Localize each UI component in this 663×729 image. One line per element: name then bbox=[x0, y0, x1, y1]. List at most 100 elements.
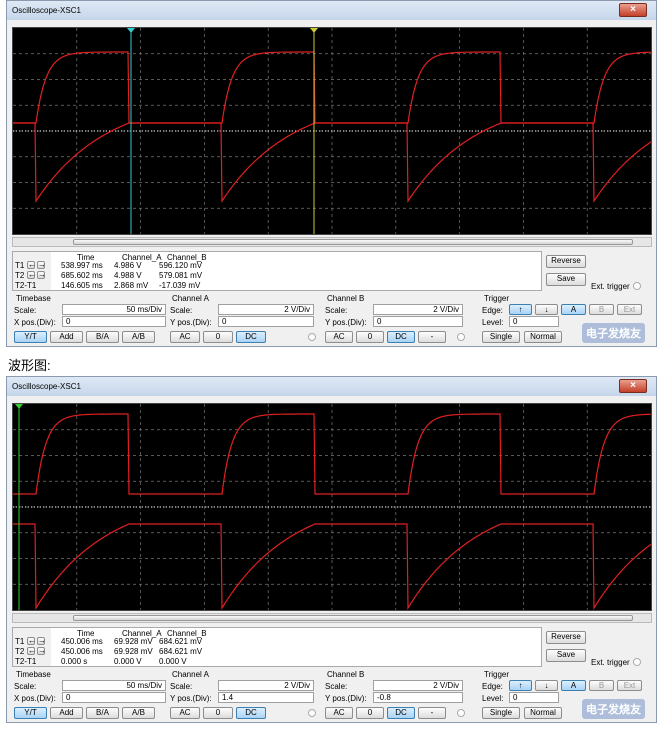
pos-input[interactable]: 1.4 bbox=[218, 692, 314, 703]
radio[interactable] bbox=[457, 709, 465, 717]
edge-fall[interactable]: ↓ bbox=[535, 304, 558, 315]
reverse-button[interactable]: Reverse bbox=[546, 255, 586, 268]
source-button[interactable]: Ext bbox=[617, 304, 642, 315]
edge-fall[interactable]: ↓ bbox=[535, 680, 558, 691]
mode-button[interactable]: AC bbox=[325, 331, 353, 343]
mode-button[interactable]: DC bbox=[236, 707, 266, 719]
close-button[interactable]: × bbox=[619, 379, 647, 393]
scale-label: Scale: bbox=[14, 306, 37, 315]
mode-button[interactable]: A/B bbox=[122, 707, 155, 719]
mode-button[interactable]: B/A bbox=[86, 331, 119, 343]
trigger-mode[interactable]: Normal bbox=[524, 331, 562, 343]
mode-button[interactable]: - bbox=[418, 707, 446, 719]
source-button[interactable]: A bbox=[561, 304, 586, 315]
mode-button[interactable]: 0 bbox=[203, 331, 233, 343]
cursor-left[interactable]: ← bbox=[27, 260, 36, 269]
mode-button[interactable]: Add bbox=[50, 707, 83, 719]
row-label: T1 bbox=[15, 261, 25, 270]
radio[interactable] bbox=[308, 333, 316, 341]
mode-button[interactable]: A/B bbox=[122, 331, 155, 343]
save-button[interactable]: Save bbox=[546, 273, 586, 286]
oscilloscope-window: Oscilloscope-XSC1 × Time Channel_A Channel_B… bbox=[6, 376, 657, 723]
readout-panel: Time Channel_A Channel_B T1 ← → 538.997 ms 4.98… bbox=[12, 251, 542, 291]
level-input[interactable]: 0 bbox=[509, 692, 559, 703]
mode-button[interactable]: 0 bbox=[356, 331, 384, 343]
pos-input[interactable]: 0 bbox=[373, 316, 463, 327]
save-button[interactable]: Save bbox=[546, 649, 586, 662]
readout-value: 684.621 mV bbox=[159, 637, 203, 646]
mode-button[interactable]: Y/T bbox=[14, 707, 47, 719]
mode-button[interactable]: AC bbox=[170, 331, 200, 343]
scale-input[interactable]: 50 ms/Div bbox=[62, 304, 166, 315]
mode-button[interactable]: DC bbox=[387, 331, 415, 343]
mode-button[interactable]: 0 bbox=[356, 707, 384, 719]
cursor-marker bbox=[15, 404, 23, 409]
column-header: Channel_A bbox=[122, 253, 162, 262]
mode-button[interactable]: DC bbox=[387, 707, 415, 719]
scale-input[interactable]: 2 V/Div bbox=[218, 680, 314, 691]
mode-button[interactable]: AC bbox=[170, 707, 200, 719]
mode-button[interactable]: - bbox=[418, 331, 446, 343]
edge-rise[interactable]: ↑ bbox=[509, 680, 532, 691]
scroll-thumb[interactable] bbox=[73, 239, 633, 245]
caption: 波形图: bbox=[8, 358, 51, 373]
cursor-left[interactable]: ← bbox=[27, 646, 36, 655]
scale-input[interactable]: 2 V/Div bbox=[373, 304, 463, 315]
trigger-mode[interactable]: Single bbox=[482, 331, 520, 343]
scale-input[interactable]: 2 V/Div bbox=[373, 680, 463, 691]
group-title: Channel A bbox=[172, 670, 209, 679]
mode-button[interactable]: Y/T bbox=[14, 331, 47, 343]
cursor-right[interactable]: → bbox=[37, 270, 46, 279]
readout-value: 579.081 mV bbox=[159, 271, 203, 280]
pos-label: Y pos.(Div): bbox=[325, 318, 367, 327]
pos-input[interactable]: 0 bbox=[218, 316, 314, 327]
radio[interactable] bbox=[457, 333, 465, 341]
trigger-mode[interactable]: Single bbox=[482, 707, 520, 719]
cursor-right[interactable]: → bbox=[37, 636, 46, 645]
group-title: Channel B bbox=[327, 294, 365, 303]
ext-trigger-radio[interactable] bbox=[633, 282, 641, 290]
level-label: Level: bbox=[482, 694, 504, 703]
cursor-right[interactable]: → bbox=[37, 646, 46, 655]
scroll-thumb[interactable] bbox=[73, 615, 633, 621]
edge-label: Edge: bbox=[482, 682, 503, 691]
source-button[interactable]: A bbox=[561, 680, 586, 691]
readout-value: -17.039 mV bbox=[159, 281, 201, 290]
close-button[interactable]: × bbox=[619, 3, 647, 17]
ext-trigger-radio[interactable] bbox=[633, 658, 641, 666]
column-header: Channel_A bbox=[122, 629, 162, 638]
pos-input[interactable]: 0 bbox=[62, 316, 166, 327]
readout-value: 450.006 ms bbox=[61, 647, 103, 656]
mode-button[interactable]: DC bbox=[236, 331, 266, 343]
cursor-right[interactable]: → bbox=[37, 260, 46, 269]
trace-b bbox=[13, 523, 651, 610]
mode-button[interactable]: 0 bbox=[203, 707, 233, 719]
readout-table bbox=[51, 252, 541, 290]
scale-input[interactable]: 2 V/Div bbox=[218, 304, 314, 315]
mode-button[interactable]: Add bbox=[50, 331, 83, 343]
scope-screen bbox=[12, 27, 652, 235]
mode-button[interactable]: B/A bbox=[86, 707, 119, 719]
title-bar: Oscilloscope-XSC1 bbox=[7, 1, 656, 20]
mode-button[interactable]: AC bbox=[325, 707, 353, 719]
level-input[interactable]: 0 bbox=[509, 316, 559, 327]
reverse-button[interactable]: Reverse bbox=[546, 631, 586, 644]
edge-rise[interactable]: ↑ bbox=[509, 304, 532, 315]
cursor-left[interactable]: ← bbox=[27, 270, 36, 279]
pos-input[interactable]: 0 bbox=[62, 692, 166, 703]
scale-label: Scale: bbox=[14, 682, 37, 691]
cursor-marker bbox=[127, 28, 135, 33]
readout-value: 69.928 mV bbox=[114, 647, 153, 656]
pos-input[interactable]: -0.8 bbox=[373, 692, 463, 703]
scale-input[interactable]: 50 ms/Div bbox=[62, 680, 166, 691]
scrollbar bbox=[12, 613, 652, 623]
radio[interactable] bbox=[308, 709, 316, 717]
source-button[interactable]: Ext bbox=[617, 680, 642, 691]
pos-label: X pos.(Div): bbox=[14, 318, 56, 327]
source-button[interactable]: B bbox=[589, 680, 614, 691]
source-button[interactable]: B bbox=[589, 304, 614, 315]
readout-value: 0.000 V bbox=[114, 657, 142, 666]
trace-a bbox=[13, 413, 651, 495]
cursor-left[interactable]: ← bbox=[27, 636, 36, 645]
trigger-mode[interactable]: Normal bbox=[524, 707, 562, 719]
